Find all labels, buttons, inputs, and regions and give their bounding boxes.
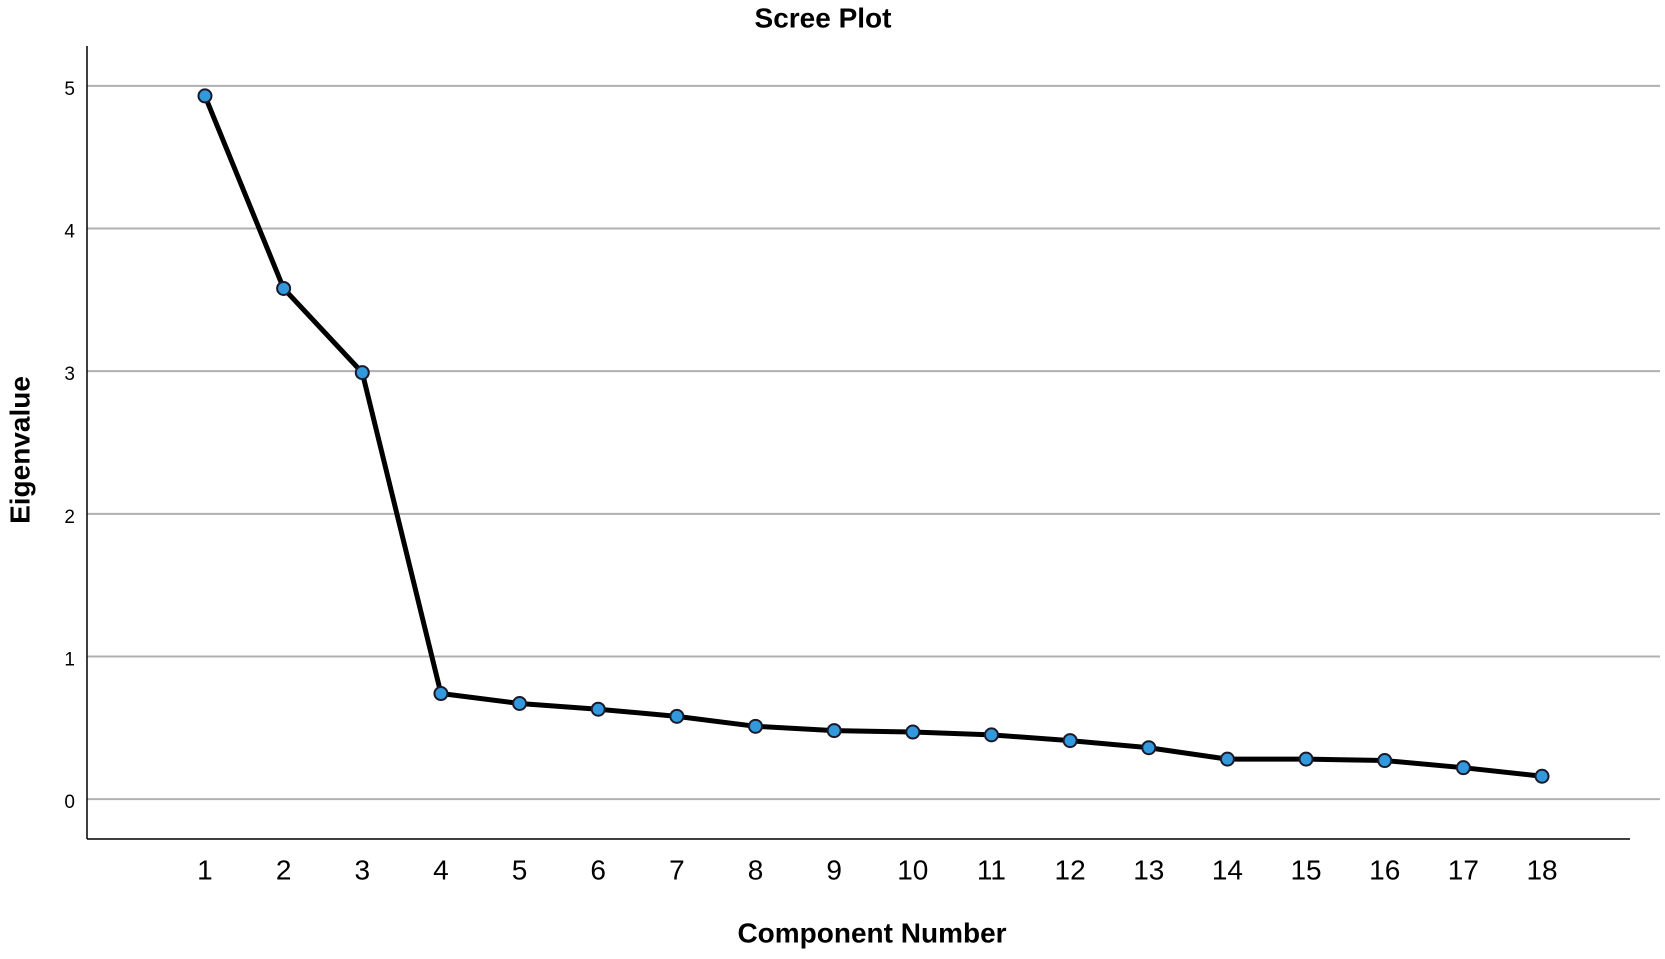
x-tick-label: 9 <box>826 854 842 885</box>
y-tick-label: 1 <box>64 649 75 670</box>
data-point <box>590 701 606 717</box>
y-tick-label: 3 <box>64 364 75 385</box>
x-tick-label: 11 <box>977 854 1006 885</box>
data-point <box>1534 768 1550 784</box>
data-point <box>826 723 842 739</box>
data-point <box>1377 753 1393 769</box>
data-point <box>983 727 999 743</box>
x-tick-label: 15 <box>1290 854 1321 885</box>
x-tick-label: 12 <box>1055 854 1086 885</box>
x-tick-label: 5 <box>512 854 528 885</box>
data-point <box>512 696 528 712</box>
data-point <box>905 724 921 740</box>
data-point <box>748 718 764 734</box>
chart-title: Scree Plot <box>755 2 892 33</box>
x-axis-title: Component Number <box>737 917 1006 948</box>
data-point <box>1141 740 1157 756</box>
series-line <box>202 94 1543 779</box>
y-tick-label: 2 <box>64 507 75 528</box>
x-tick-label: 2 <box>276 854 292 885</box>
data-point <box>1455 760 1471 776</box>
y-tick-label: 4 <box>64 222 75 243</box>
y-tick-label: 0 <box>64 792 75 813</box>
data-point <box>354 365 370 381</box>
y-tick-label: 5 <box>64 79 75 100</box>
x-tick-label: 1 <box>197 854 213 885</box>
x-tick-label: 18 <box>1526 854 1557 885</box>
data-point <box>276 280 292 296</box>
data-point <box>197 88 213 104</box>
x-tick-label: 6 <box>590 854 606 885</box>
x-tick-label: 17 <box>1448 854 1479 885</box>
x-tick-label: 8 <box>748 854 764 885</box>
x-tick-label: 16 <box>1369 854 1400 885</box>
x-tick-label: 7 <box>669 854 685 885</box>
data-point <box>1062 733 1078 749</box>
data-point <box>669 708 685 724</box>
data-point <box>1298 751 1314 767</box>
data-point <box>433 686 449 702</box>
x-tick-label: 4 <box>433 854 449 885</box>
x-tick-label: 10 <box>897 854 928 885</box>
x-tick-label: 14 <box>1212 854 1243 885</box>
x-tick-label: 13 <box>1133 854 1164 885</box>
y-axis-title: Eigenvalue <box>4 376 35 524</box>
data-point <box>1219 751 1235 767</box>
x-tick-label: 3 <box>354 854 370 885</box>
